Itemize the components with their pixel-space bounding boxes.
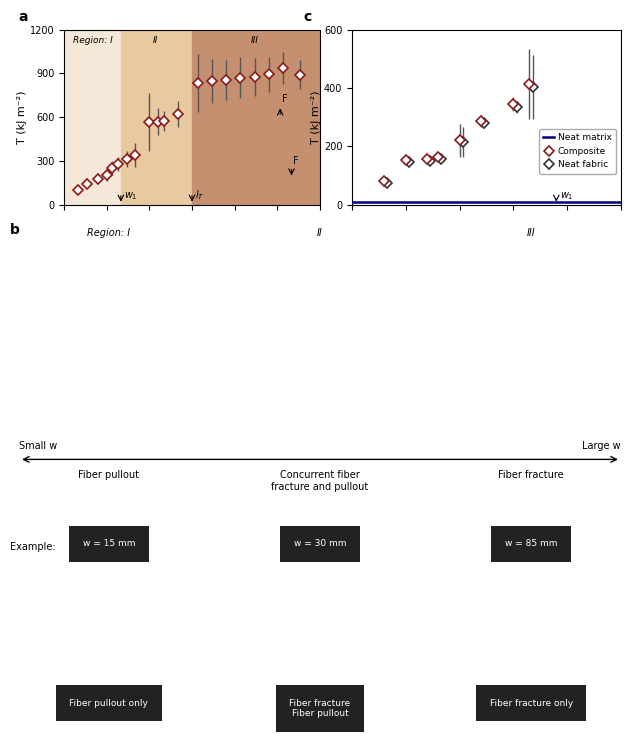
Text: Region: I: Region: I: [72, 36, 112, 45]
Text: c: c: [303, 10, 312, 24]
Text: a: a: [18, 10, 28, 24]
Legend: Neat matrix, Composite, Neat fabric: Neat matrix, Composite, Neat fabric: [539, 129, 616, 174]
Text: Fiber pullout: Fiber pullout: [78, 470, 140, 480]
Text: F: F: [282, 94, 287, 104]
Bar: [121, 30, 192, 205]
Text: F: F: [293, 156, 299, 166]
Text: w = 30 mm: w = 30 mm: [294, 539, 346, 548]
Text: $l_T$: $l_T$: [195, 189, 204, 202]
Text: $w_1$: $w_1$: [559, 190, 573, 202]
Text: Region: I: Region: I: [87, 228, 131, 238]
Text: Small w: Small w: [19, 441, 58, 452]
X-axis label: Width, w (mm): Width, w (mm): [445, 230, 528, 240]
Text: Fiber fracture only: Fiber fracture only: [490, 699, 573, 708]
Text: Large w: Large w: [582, 441, 621, 452]
Text: Fiber pullout only: Fiber pullout only: [69, 699, 148, 708]
Text: Fiber fracture
Fiber pullout: Fiber fracture Fiber pullout: [289, 699, 351, 718]
Y-axis label: T (kJ m⁻²): T (kJ m⁻²): [311, 91, 321, 144]
Text: Example:: Example:: [10, 542, 55, 552]
Text: Concurrent fiber
fracture and pullout: Concurrent fiber fracture and pullout: [271, 470, 369, 492]
Text: b: b: [10, 222, 19, 237]
Neat matrix: [359, 197, 367, 206]
Bar: [64, 30, 121, 205]
X-axis label: Width, w (mm): Width, w (mm): [150, 230, 234, 240]
Text: II: II: [152, 36, 157, 45]
Y-axis label: T (kJ m⁻²): T (kJ m⁻²): [17, 91, 27, 144]
Neat matrix: [348, 197, 356, 206]
Bar: [192, 30, 320, 205]
Text: w = 85 mm: w = 85 mm: [505, 539, 557, 548]
Text: II: II: [317, 228, 323, 238]
Text: III: III: [527, 228, 536, 238]
Text: Fiber fracture: Fiber fracture: [499, 470, 564, 480]
Text: III: III: [251, 36, 259, 45]
Text: $w_1$: $w_1$: [124, 190, 138, 202]
Text: w = 15 mm: w = 15 mm: [83, 539, 135, 548]
